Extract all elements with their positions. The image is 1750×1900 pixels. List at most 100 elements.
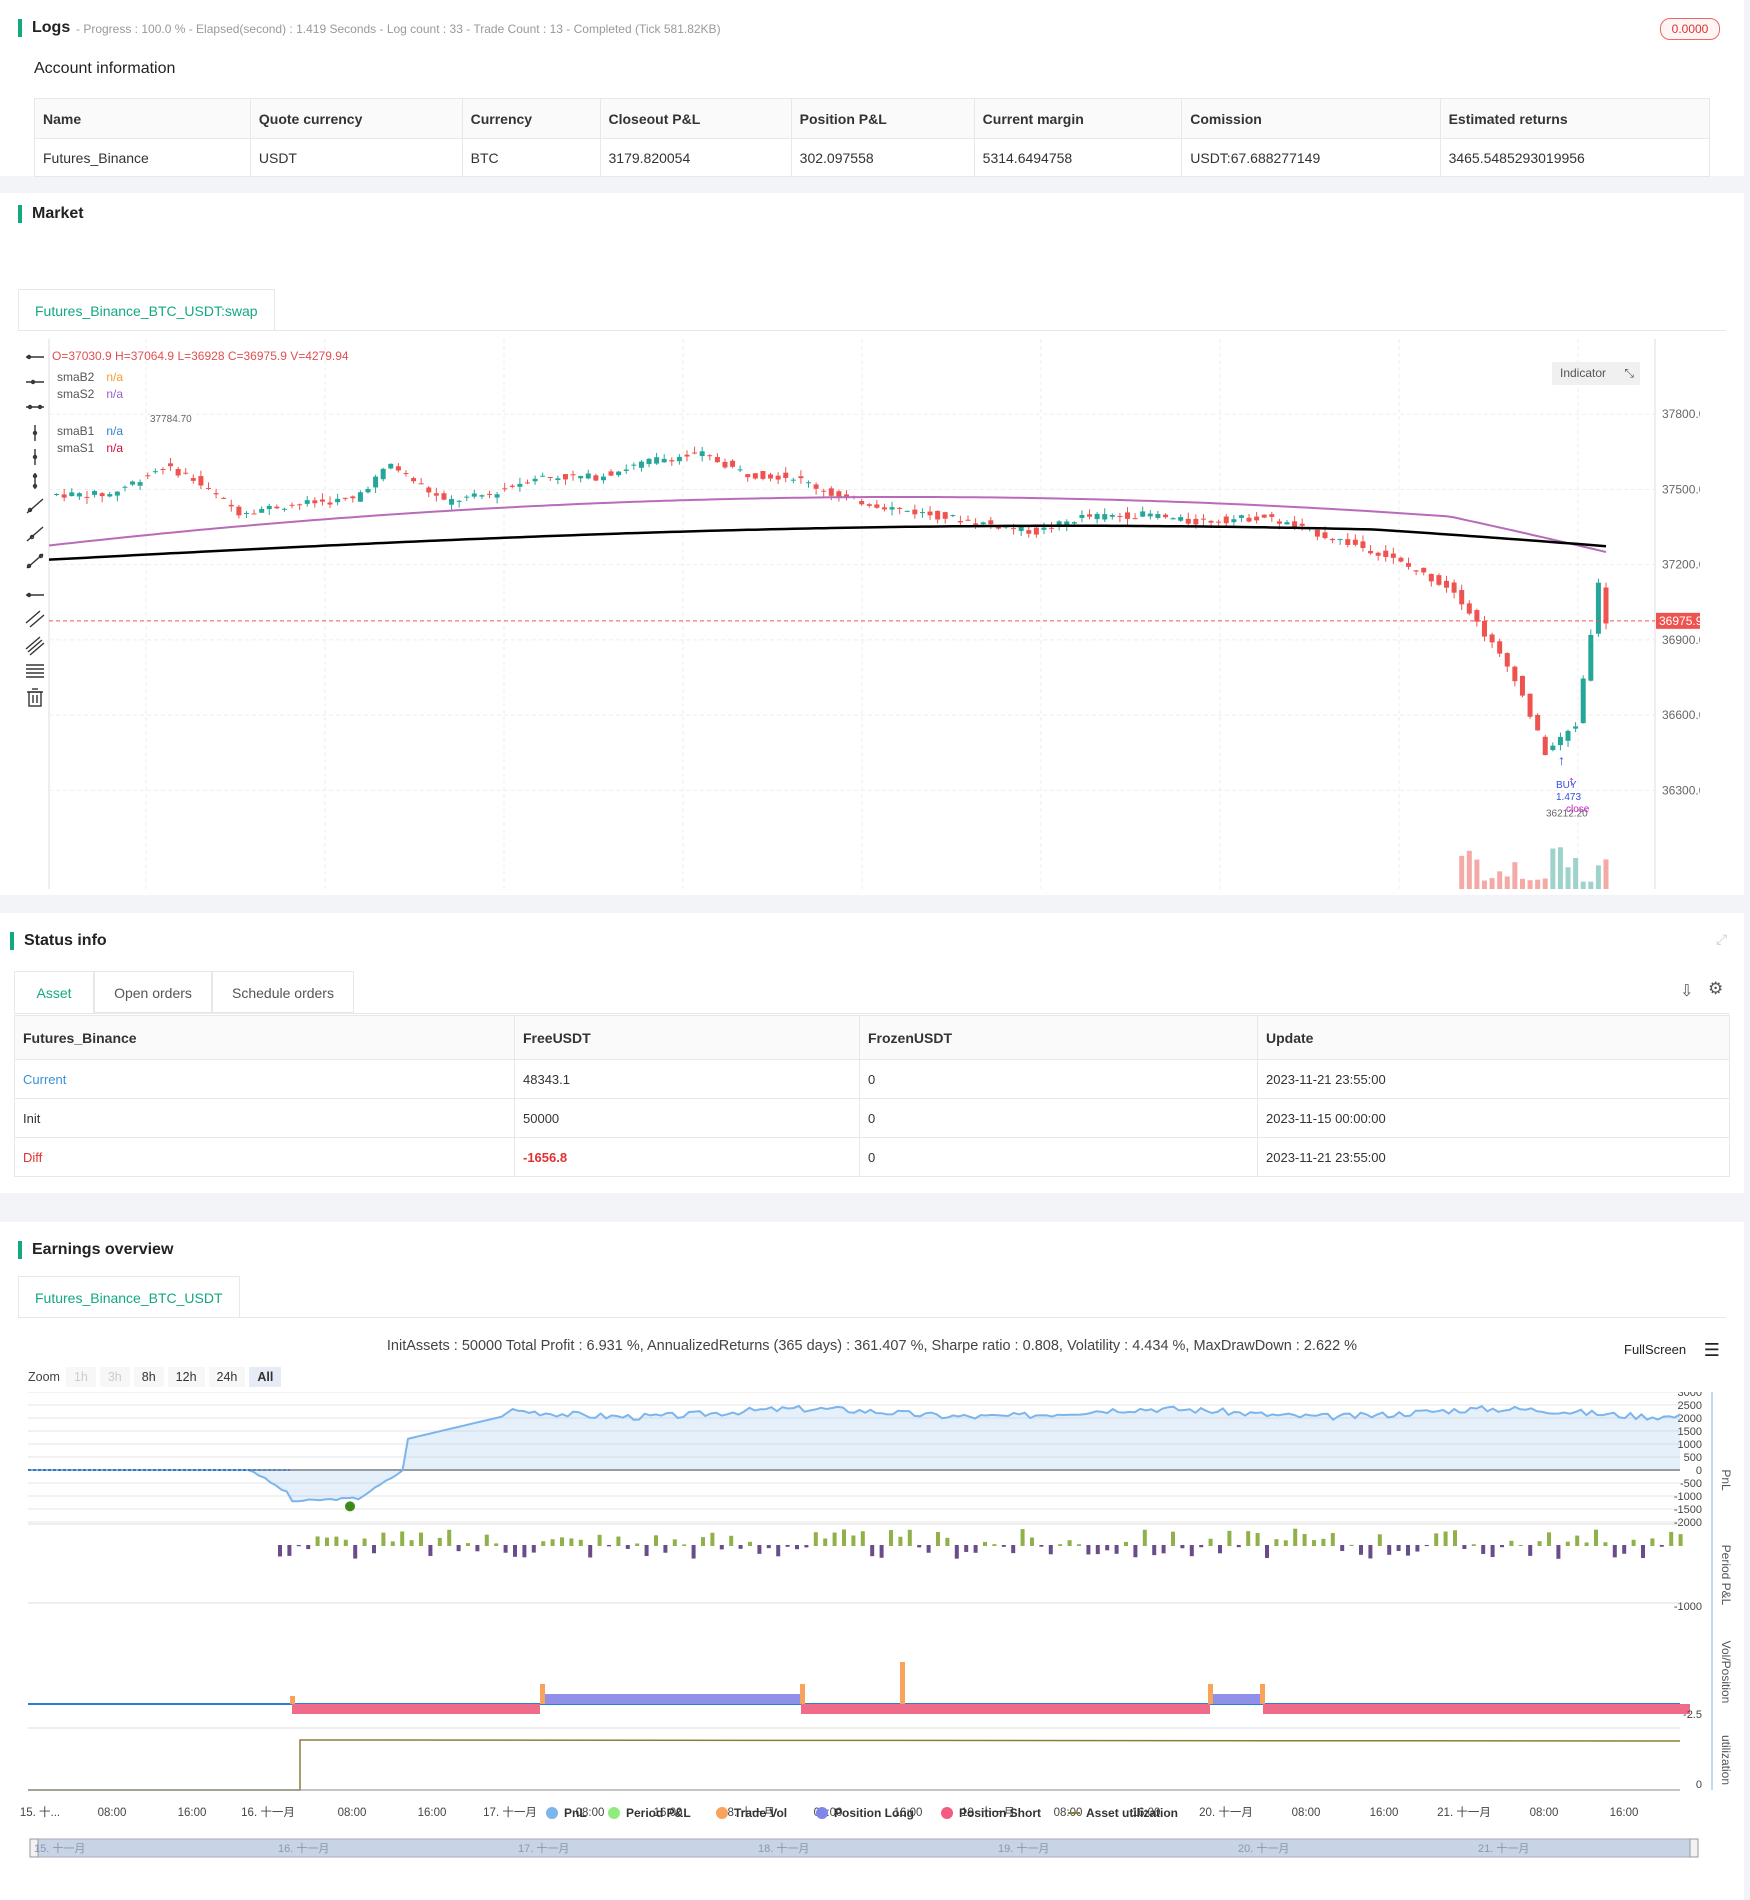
candle-body xyxy=(1565,730,1571,741)
candle-body xyxy=(350,496,356,499)
period-pnl-bar xyxy=(1641,1545,1645,1559)
logs-badge[interactable]: 0.0000 xyxy=(1660,18,1720,40)
parallel-channel-icon[interactable] xyxy=(25,610,45,628)
earnings-tab[interactable]: Futures_Binance_BTC_USDT xyxy=(18,1276,240,1318)
period-pnl-bar xyxy=(1537,1541,1542,1546)
candle-body xyxy=(1102,514,1108,520)
x-tick-label: 08:00 xyxy=(98,1807,127,1819)
period-pnl-bar xyxy=(973,1545,978,1553)
legend-name: smaS1 xyxy=(57,441,95,455)
period-pnl-bar xyxy=(466,1543,470,1546)
candle-body xyxy=(433,493,439,496)
legend-pnl[interactable]: PnL xyxy=(546,1806,587,1820)
indicator-button[interactable]: Indicator ⤡ xyxy=(1552,362,1640,385)
candle-body xyxy=(342,497,348,499)
period-pnl-bar xyxy=(550,1539,555,1546)
candle-body xyxy=(1109,514,1115,517)
vertical-ray-icon[interactable] xyxy=(32,449,38,465)
period-pnl-bar xyxy=(428,1545,433,1556)
zoom-button-1h[interactable]: 1h xyxy=(65,1367,96,1387)
fullscreen-button[interactable]: FullScreen ☰ xyxy=(1624,1340,1720,1361)
candle-body xyxy=(783,472,789,478)
market-tab[interactable]: Futures_Binance_BTC_USDT:swap xyxy=(18,289,275,331)
x-tick-label: 16:00 xyxy=(894,1807,923,1819)
period-pnl-bar xyxy=(1547,1532,1551,1546)
period-pnl-bar xyxy=(1171,1531,1175,1546)
legend-asset-utilization[interactable]: Asset utilization xyxy=(1068,1806,1178,1820)
util-y-tick: 0 xyxy=(1696,1779,1702,1791)
account-table: Name Quote currency Currency Closeout P&L Po… xyxy=(34,98,1711,177)
legend-value: n/a xyxy=(106,424,124,438)
earnings-chart[interactable]: 3500300025002000150010005000-500-1000-15… xyxy=(0,1392,1744,1862)
candle-body xyxy=(266,505,272,510)
legend-label: Asset utilization xyxy=(1086,1806,1178,1820)
candlestick-chart[interactable]: 37800.00 37500.00 37200.00 36900.00 36600.00… xyxy=(0,339,1700,889)
zoom-button-12h[interactable]: 12h xyxy=(167,1367,205,1387)
candle-body xyxy=(1011,528,1017,530)
expand-icon: ⤡ xyxy=(1624,366,1634,380)
extended-line-icon[interactable] xyxy=(26,404,44,410)
candle-body xyxy=(1117,515,1123,517)
candle-body xyxy=(1474,610,1480,622)
legend-smaS1[interactable]: smaS1 n/a xyxy=(57,441,123,455)
candle-body xyxy=(61,494,67,498)
legend-name: smaB1 xyxy=(57,424,95,438)
candle-body xyxy=(836,491,842,497)
candle-body xyxy=(471,493,477,497)
status-tab-schedule-orders[interactable]: Schedule orders xyxy=(212,971,354,1013)
zoom-button-8h[interactable]: 8h xyxy=(133,1367,164,1387)
legend-position-short[interactable]: Position Short xyxy=(941,1806,1041,1820)
candle-body xyxy=(1375,552,1381,556)
download-icon[interactable]: ⇩ xyxy=(1680,983,1694,1000)
price-line-icon[interactable] xyxy=(26,592,44,598)
period-pnl-bar xyxy=(1603,1542,1608,1546)
fullscreen-label: FullScreen xyxy=(1624,1342,1687,1357)
candles-group xyxy=(54,446,1609,756)
legend-position-long[interactable]: Position Long xyxy=(816,1806,914,1820)
settings-icon[interactable]: ⚙ xyxy=(1708,979,1724,998)
candle-body xyxy=(411,478,417,482)
status-tab-asset[interactable]: Asset xyxy=(14,971,94,1013)
candle-body xyxy=(1390,553,1396,558)
candle-body xyxy=(152,471,158,473)
candle-body xyxy=(479,495,485,497)
horizontal-line-icon[interactable] xyxy=(26,354,44,360)
horizontal-ray-icon[interactable] xyxy=(26,379,44,385)
volume-bar xyxy=(1512,862,1518,889)
legend-period-p-l[interactable]: Period P&L xyxy=(608,1806,691,1820)
period-pnl-bar xyxy=(447,1529,452,1546)
legend-name: smaS2 xyxy=(57,387,95,401)
period-pnl-bar xyxy=(691,1545,696,1559)
zoom-button-All[interactable]: All xyxy=(249,1367,282,1387)
zoom-button-3h[interactable]: 3h xyxy=(99,1367,130,1387)
fibonacci-icon[interactable] xyxy=(25,636,45,656)
status-tab-open-orders[interactable]: Open orders xyxy=(94,971,212,1013)
ray-line-icon[interactable] xyxy=(26,526,44,542)
volume-bar xyxy=(1481,880,1487,889)
volume-bar xyxy=(1573,858,1579,889)
legend-smaB2[interactable]: smaB2 n/a xyxy=(57,370,123,384)
candle-body xyxy=(1033,527,1039,535)
legend-smaS2[interactable]: smaS2 n/a xyxy=(57,387,123,401)
vertical-segment-icon[interactable] xyxy=(32,473,38,489)
period-pnl-bar xyxy=(1255,1533,1260,1546)
trend-line-icon[interactable] xyxy=(26,498,44,514)
candle-body xyxy=(1276,521,1282,524)
legend-smaB1[interactable]: smaB1 n/a xyxy=(57,424,123,438)
status-header-cell: FrozenUSDT xyxy=(859,1015,1258,1060)
trash-icon[interactable] xyxy=(27,688,43,707)
account-cell: 5314.6494758 xyxy=(973,138,1183,177)
collapse-icon[interactable]: ⤢ xyxy=(1716,931,1728,947)
legend-trade-vol[interactable]: Trade Vol xyxy=(716,1806,787,1820)
candle-body xyxy=(540,475,546,477)
zoom-button-24h[interactable]: 24h xyxy=(208,1367,246,1387)
period-pnl-bar xyxy=(390,1541,395,1546)
segment-line-icon[interactable] xyxy=(26,553,44,569)
vertical-line-icon[interactable] xyxy=(32,425,38,441)
period-pnl-bar xyxy=(1077,1544,1081,1546)
period-pnl-bar xyxy=(1030,1537,1034,1546)
ruler-icon[interactable] xyxy=(26,664,44,678)
period-pnl-bar xyxy=(766,1545,771,1549)
candle-body xyxy=(76,493,82,497)
